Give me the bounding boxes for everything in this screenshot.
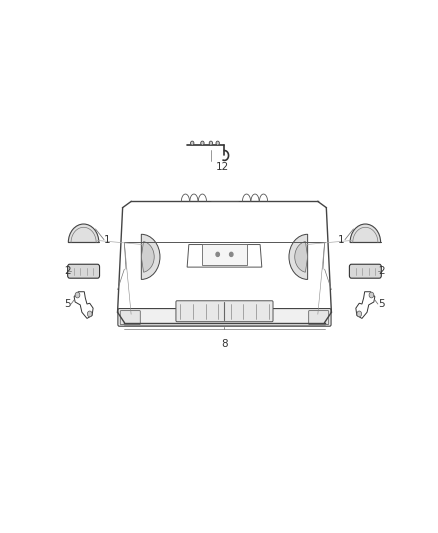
- Circle shape: [230, 252, 233, 256]
- Text: 12: 12: [216, 163, 230, 172]
- Circle shape: [216, 252, 219, 256]
- Wedge shape: [295, 241, 307, 272]
- Wedge shape: [141, 235, 160, 279]
- Circle shape: [209, 141, 212, 145]
- Wedge shape: [350, 224, 381, 243]
- Circle shape: [369, 292, 374, 298]
- Circle shape: [357, 311, 362, 317]
- FancyBboxPatch shape: [309, 311, 328, 325]
- FancyBboxPatch shape: [350, 264, 381, 278]
- FancyBboxPatch shape: [67, 264, 99, 278]
- Text: 8: 8: [221, 339, 228, 349]
- Wedge shape: [68, 224, 99, 243]
- Circle shape: [87, 311, 92, 317]
- FancyBboxPatch shape: [118, 309, 331, 326]
- Text: 5: 5: [64, 299, 71, 309]
- Circle shape: [201, 141, 204, 145]
- FancyBboxPatch shape: [176, 301, 273, 322]
- Circle shape: [75, 292, 80, 298]
- Text: 1: 1: [104, 235, 111, 245]
- Circle shape: [191, 141, 194, 145]
- Text: 2: 2: [378, 266, 385, 276]
- FancyBboxPatch shape: [120, 311, 140, 325]
- Wedge shape: [141, 241, 154, 272]
- Text: 2: 2: [64, 266, 71, 276]
- FancyBboxPatch shape: [202, 244, 247, 265]
- Circle shape: [216, 141, 219, 145]
- Text: 1: 1: [338, 235, 345, 245]
- Text: 5: 5: [378, 299, 385, 309]
- Wedge shape: [289, 235, 307, 279]
